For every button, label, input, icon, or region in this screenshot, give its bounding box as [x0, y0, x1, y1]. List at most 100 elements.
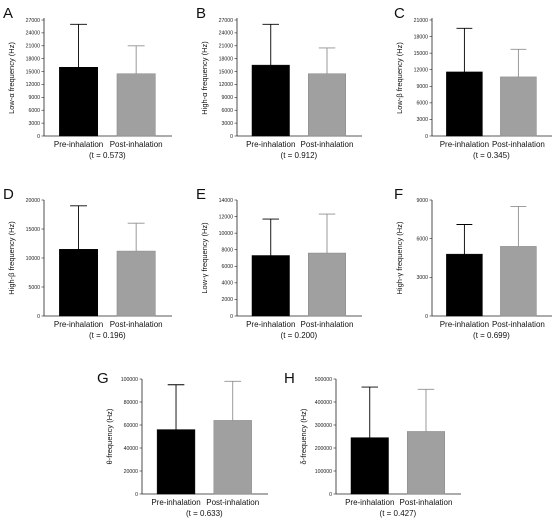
y-tick-label: 24000 — [219, 31, 234, 37]
t-annotation: (t = 0.427) — [380, 509, 417, 518]
y-tick-label: 27000 — [219, 18, 234, 24]
chart-panel-f: F 0 3000 6000 9000 High-γ frequency (Hz) Pre-i… — [394, 186, 552, 340]
bar-post — [116, 250, 156, 317]
y-tick-label: 6000 — [221, 264, 233, 270]
bar-pre — [59, 249, 99, 317]
y-tick-label: 14000 — [219, 198, 234, 204]
bar-pre — [59, 67, 99, 137]
t-annotation: (t = 0.912) — [281, 151, 318, 160]
y-tick-label: 3000 — [416, 117, 428, 123]
t-annotation: (t = 0.633) — [186, 509, 223, 518]
y-tick-label: 0 — [425, 134, 428, 140]
x-tick-label: Post-inhalation — [301, 140, 354, 149]
panel-letter: D — [3, 186, 14, 203]
y-tick-label: 0 — [230, 314, 233, 320]
y-tick-label: 21000 — [26, 44, 41, 50]
x-tick-label: Post-inhalation — [301, 320, 354, 329]
y-tick-label: 12000 — [219, 82, 234, 88]
y-tick-label: 9000 — [416, 84, 428, 90]
y-axis-label: High-γ frequency (Hz) — [395, 221, 404, 294]
bar-pre — [350, 437, 389, 495]
panel-letter: C — [394, 5, 405, 22]
y-tick-label: 12000 — [414, 68, 429, 74]
panel-letter: A — [3, 5, 13, 22]
y-axis-label: Low-β frequency (Hz) — [395, 42, 404, 114]
y-tick-label: 300000 — [315, 423, 332, 429]
y-axis-label: Low-α frequency (Hz) — [7, 42, 16, 114]
y-tick-label: 80000 — [124, 400, 139, 406]
y-tick-label: 200000 — [315, 446, 332, 452]
y-tick-label: 20000 — [124, 469, 139, 475]
y-tick-label: 9000 — [416, 198, 428, 204]
y-tick-label: 9000 — [28, 95, 40, 101]
x-tick-label: Pre-inhalation — [345, 498, 394, 507]
x-tick-label: Post-inhalation — [400, 498, 453, 507]
y-tick-label: 400000 — [315, 400, 332, 406]
y-tick-label: 60000 — [124, 423, 139, 429]
x-tick-label: Pre-inhalation — [440, 140, 489, 149]
y-tick-label: 4000 — [221, 281, 233, 287]
panel-letter: H — [284, 370, 295, 387]
x-tick-label: Post-inhalation — [110, 140, 163, 149]
bar-pre — [446, 253, 483, 317]
x-tick-label: Pre-inhalation — [440, 320, 489, 329]
t-annotation: (t = 0.345) — [473, 151, 510, 160]
y-tick-label: 15000 — [26, 227, 41, 233]
chart-panel-d: D 0 5000 10000 15000 20000 High-β frequency (H… — [3, 186, 172, 340]
panel-letter: G — [97, 370, 109, 387]
t-annotation: (t = 0.200) — [281, 331, 318, 340]
y-axis-label: δ-frequency (Hz) — [299, 408, 308, 464]
bar-post — [116, 73, 156, 137]
bar-pre — [251, 64, 290, 137]
y-tick-label: 6000 — [221, 108, 233, 114]
y-tick-label: 9000 — [221, 95, 233, 101]
y-tick-label: 6000 — [416, 236, 428, 242]
y-tick-label: 15000 — [26, 69, 41, 75]
x-tick-label: Post-inhalation — [206, 498, 259, 507]
x-tick-label: Pre-inhalation — [54, 140, 103, 149]
x-tick-label: Pre-inhalation — [246, 140, 295, 149]
y-axis-label: High-α frequency (Hz) — [200, 41, 209, 115]
chart-panel-h: H 0 100000 200000 300000 400000 500000 δ-freque… — [284, 370, 461, 518]
bar-post — [500, 246, 537, 317]
y-tick-label: 10000 — [219, 231, 234, 237]
y-tick-label: 15000 — [414, 51, 429, 57]
y-tick-label: 100000 — [315, 469, 332, 475]
chart-panel-g: G 0 20000 40000 60000 80000 100000 θ-frequency … — [97, 370, 268, 518]
chart-panel-e: E 0 2000 4000 6000 8000 10000 12000 14000 Low-γ f… — [196, 186, 362, 340]
y-tick-label: 15000 — [219, 69, 234, 75]
y-tick-label: 21000 — [219, 44, 234, 50]
y-tick-label: 20000 — [26, 198, 41, 204]
chart-panel-a: A 0 3000 6000 9000 12000 15000 18000 21000 24000 2… — [3, 5, 172, 160]
y-axis-label: Low-γ frequency (Hz) — [200, 222, 209, 294]
y-tick-label: 5000 — [28, 285, 40, 291]
x-tick-label: Pre-inhalation — [151, 498, 200, 507]
chart-panel-c: C 0 3000 6000 9000 12000 15000 18000 21000 Low-β … — [394, 5, 552, 160]
bar-pre — [446, 71, 483, 137]
y-tick-label: 18000 — [219, 56, 234, 62]
y-tick-label: 0 — [37, 314, 40, 320]
y-tick-label: 40000 — [124, 446, 139, 452]
y-tick-label: 18000 — [26, 56, 41, 62]
bar-post — [500, 76, 537, 137]
bar-post — [308, 252, 346, 317]
y-tick-label: 0 — [135, 492, 138, 498]
y-axis-label: High-β frequency (Hz) — [7, 221, 16, 295]
y-tick-label: 2000 — [221, 297, 233, 303]
bar-post — [308, 73, 346, 137]
y-tick-label: 27000 — [26, 18, 41, 24]
t-annotation: (t = 0.573) — [89, 151, 126, 160]
chart-panel-b: B 0 3000 6000 9000 12000 15000 18000 21000 24000 2… — [196, 5, 362, 160]
x-tick-label: Post-inhalation — [492, 140, 545, 149]
panel-letter: E — [196, 186, 206, 203]
y-tick-label: 8000 — [221, 248, 233, 254]
y-tick-label: 500000 — [315, 377, 332, 383]
bar-pre — [251, 255, 290, 317]
x-tick-label: Pre-inhalation — [54, 320, 103, 329]
y-tick-label: 0 — [329, 492, 332, 498]
y-tick-label: 0 — [425, 314, 428, 320]
bar-pre — [156, 429, 196, 495]
panel-letter: F — [394, 186, 403, 203]
y-tick-label: 3000 — [416, 275, 428, 281]
